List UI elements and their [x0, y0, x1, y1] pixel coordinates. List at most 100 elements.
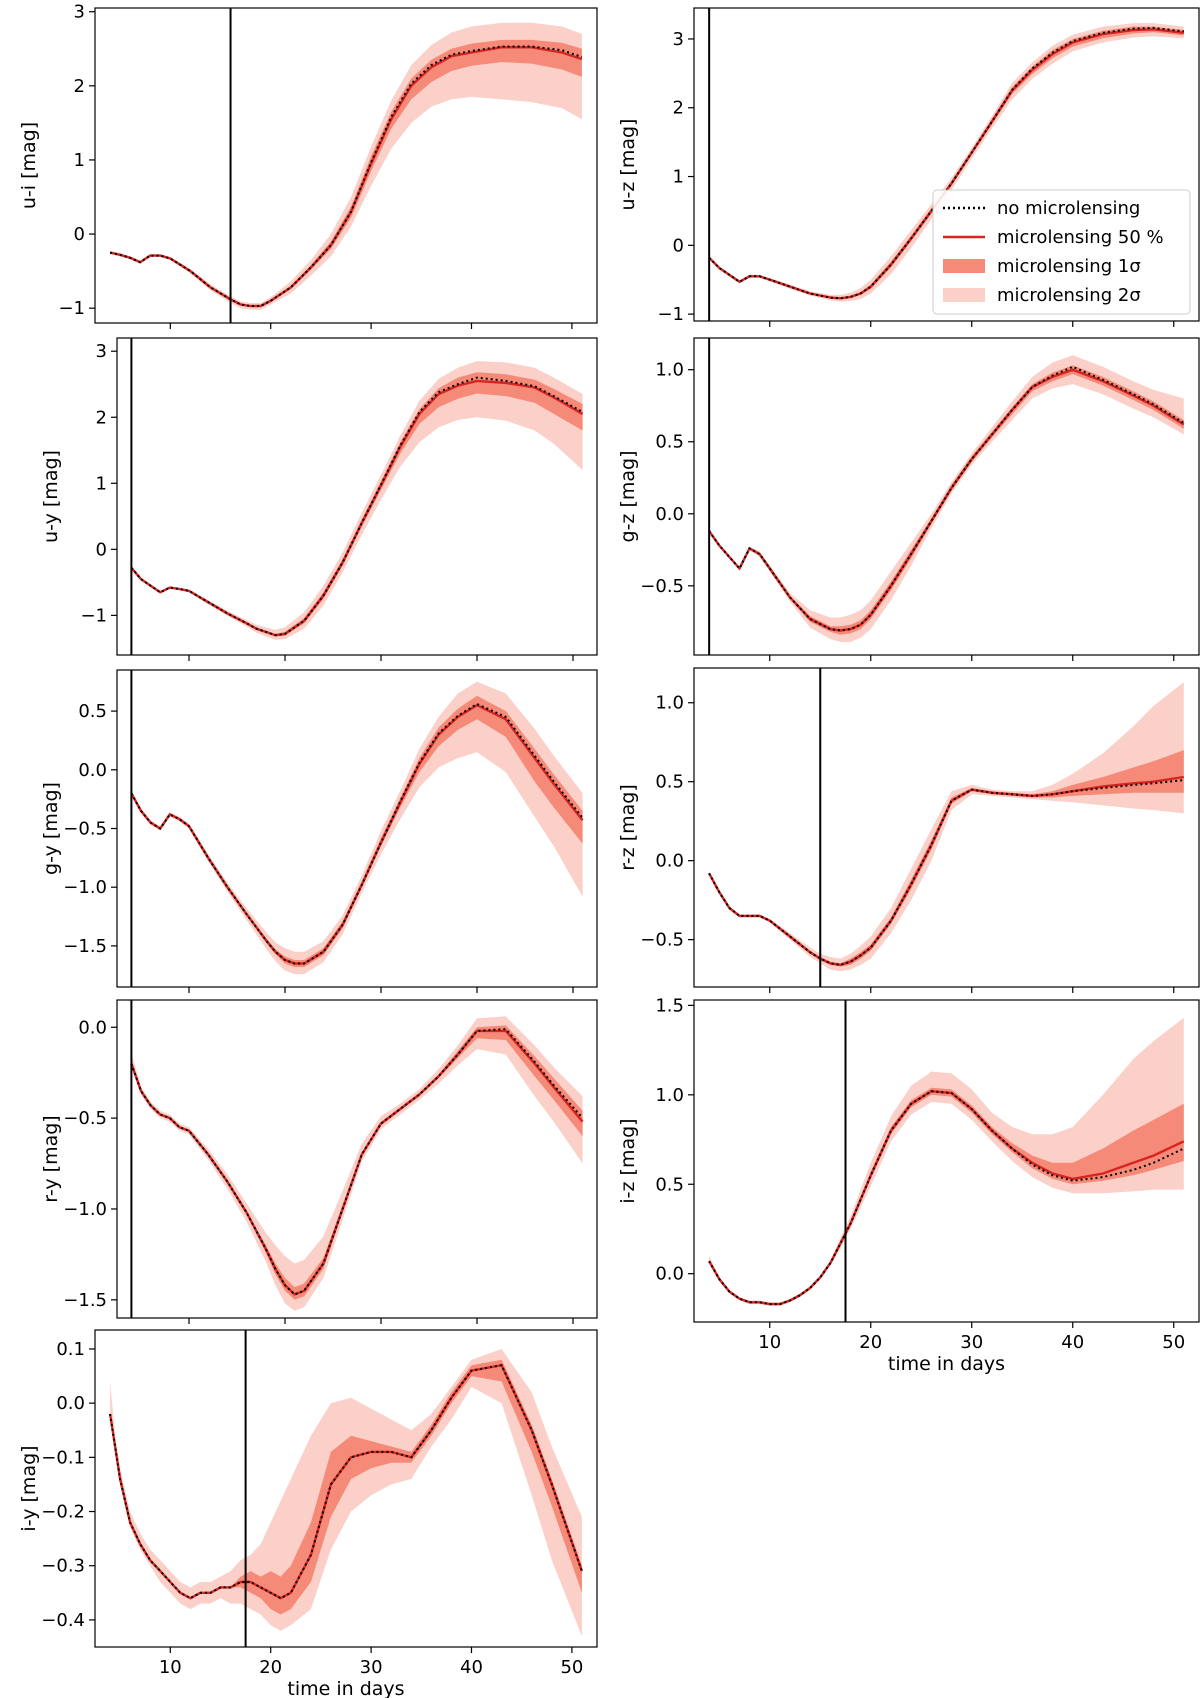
plot-area-u-y	[130, 338, 584, 655]
plot-area-g-z	[708, 338, 1185, 655]
legend: no microlensing microlensing 50 % microlen…	[932, 189, 1191, 315]
band-1sigma-i-y	[110, 1359, 582, 1615]
axes-frame-u-y	[116, 337, 598, 656]
ytick-label-g-z: 0.0	[655, 504, 684, 525]
legend-label-two-sigma: microlensing 2σ	[997, 285, 1141, 306]
xtick-label-i-z: 20	[859, 1332, 882, 1353]
legend-swatch-1sigma	[943, 259, 985, 273]
xtick-label-i-y: 40	[460, 1657, 483, 1678]
plot-area-i-y	[108, 1330, 584, 1647]
plot-area-u-i	[109, 8, 583, 323]
xtick-label-i-y: 20	[259, 1657, 282, 1678]
band-2sigma-u-i	[110, 22, 582, 310]
ytick-label-r-y: −1.5	[63, 1290, 107, 1311]
median-line-r-z	[708, 775, 1184, 967]
xtick-label-i-y: 30	[360, 1657, 383, 1678]
ytick-label-g-y: 0.5	[78, 701, 107, 722]
no-microlensing-line-r-y	[130, 1028, 584, 1296]
no-microlensing-line-g-y	[130, 702, 584, 965]
axes-frame-r-y	[116, 999, 598, 1319]
xlabel-i-y: time in days	[287, 1678, 404, 1698]
xtick-label-i-z: 30	[960, 1332, 983, 1353]
plot-area-i-z	[708, 1000, 1185, 1322]
panel-i-y: −0.4 −0.3 −0.2 −0.1 0.0 0.1 10 20 30 40 50 time in …	[18, 1329, 598, 1698]
ytick-label-u-i: 1	[74, 150, 85, 171]
axes-frame-r-z	[693, 667, 1200, 988]
ytick-label-u-z: 1	[673, 167, 684, 188]
xlabel-i-z: time in days	[888, 1353, 1005, 1375]
ytick-label-r-z: −0.5	[640, 930, 684, 951]
legend-label-one-sigma: microlensing 1σ	[997, 256, 1141, 277]
ylabel-i-z: i-z [mag]	[617, 1118, 639, 1203]
ytick-label-r-y: −1.0	[63, 1199, 107, 1220]
ytick-label-u-i: 3	[74, 2, 85, 23]
panels-layer: −1 0 1 2 3 u-i [mag] −1 0 1 2 3 u-z [mag] −1 0 1 2 3 u-y …	[18, 2, 1200, 1698]
xtick-label-i-z: 40	[1061, 1332, 1084, 1353]
median-line-i-y	[108, 1363, 584, 1600]
no-microlensing-line-u-i	[109, 45, 583, 307]
ytick-label-r-z: 1.0	[655, 693, 684, 714]
band-2sigma-i-y	[110, 1349, 582, 1637]
no-microlensing-line-u-z	[708, 26, 1184, 300]
ytick-label-u-y: −1	[80, 605, 107, 626]
median-line-u-y	[130, 379, 584, 637]
no-microlensing-line-g-z	[708, 365, 1185, 632]
ytick-label-u-i: 2	[74, 76, 85, 97]
ytick-label-u-y: 3	[96, 341, 107, 362]
panel-u-y: −1 0 1 2 3 u-y [mag]	[40, 337, 598, 661]
ytick-label-i-z: 0.0	[655, 1264, 684, 1285]
ytick-label-i-y: −0.1	[41, 1447, 85, 1468]
band-1sigma-r-z	[709, 750, 1184, 967]
panel-r-y: −1.5 −1.0 −0.5 0.0 r-y [mag]	[40, 999, 598, 1324]
ytick-label-u-z: −1	[657, 304, 684, 325]
axes-frame-g-z	[693, 337, 1200, 656]
band-2sigma-r-y	[131, 1016, 583, 1311]
ytick-label-r-z: 0.0	[655, 851, 684, 872]
panel-i-z: 0.0 0.5 1.0 1.5 10 20 30 40 50 time in days i-z [m…	[617, 995, 1200, 1375]
xtick-label-i-y: 50	[560, 1657, 583, 1678]
ytick-label-r-y: 0.0	[78, 1017, 107, 1038]
legend-label-no-microlensing: no microlensing	[997, 198, 1140, 219]
ytick-label-u-y: 2	[96, 407, 107, 428]
ytick-label-g-y: 0.0	[78, 760, 107, 781]
xtick-label-i-z: 10	[758, 1332, 781, 1353]
axes-frame-i-y	[94, 1329, 598, 1648]
ylabel-u-z: u-z [mag]	[617, 119, 639, 211]
panel-r-z: −0.5 0.0 0.5 1.0 r-z [mag]	[617, 667, 1200, 993]
ytick-label-i-z: 1.5	[655, 995, 684, 1016]
axes-frame-u-i	[94, 7, 598, 324]
ytick-label-u-y: 0	[96, 539, 107, 560]
ylabel-r-y: r-y [mag]	[40, 1115, 62, 1202]
ytick-label-i-y: −0.4	[41, 1610, 85, 1631]
ytick-label-u-i: −1	[58, 298, 85, 319]
ylabel-g-z: g-z [mag]	[617, 451, 639, 543]
median-line-i-z	[708, 1089, 1185, 1306]
ytick-label-i-z: 1.0	[655, 1085, 684, 1106]
plot-area-r-y	[130, 1000, 584, 1318]
ytick-label-i-y: −0.2	[41, 1502, 85, 1523]
legend-box	[932, 189, 1191, 315]
ytick-label-g-z: −0.5	[640, 576, 684, 597]
ylabel-i-y: i-y [mag]	[18, 1445, 40, 1531]
panel-u-z: −1 0 1 2 3 u-z [mag]	[617, 7, 1200, 327]
ytick-label-g-y: −1.0	[63, 877, 107, 898]
axes-frame-u-z	[693, 7, 1200, 322]
ytick-label-r-y: −0.5	[63, 1108, 107, 1129]
ytick-label-u-i: 0	[74, 224, 85, 245]
panel-g-y: −1.5 −1.0 −0.5 0.0 0.5 g-y [mag]	[40, 669, 598, 993]
ytick-label-i-z: 0.5	[655, 1174, 684, 1195]
ytick-label-i-y: 0.0	[56, 1393, 85, 1414]
ytick-label-u-z: 0	[673, 235, 684, 256]
panel-g-z: −0.5 0.0 0.5 1.0 g-z [mag]	[617, 337, 1200, 661]
ytick-label-g-y: −1.5	[63, 936, 107, 957]
ytick-label-i-y: 0.1	[56, 1339, 85, 1360]
panel-u-i: −1 0 1 2 3 u-i [mag]	[18, 2, 598, 329]
ylabel-u-y: u-y [mag]	[40, 450, 62, 543]
ytick-label-g-z: 0.5	[655, 432, 684, 453]
legend-label-median: microlensing 50 %	[997, 227, 1164, 248]
ytick-label-u-y: 1	[96, 473, 107, 494]
plot-area-r-z	[708, 668, 1184, 987]
plot-area-u-z	[708, 8, 1184, 321]
ytick-label-g-y: −0.5	[63, 819, 107, 840]
